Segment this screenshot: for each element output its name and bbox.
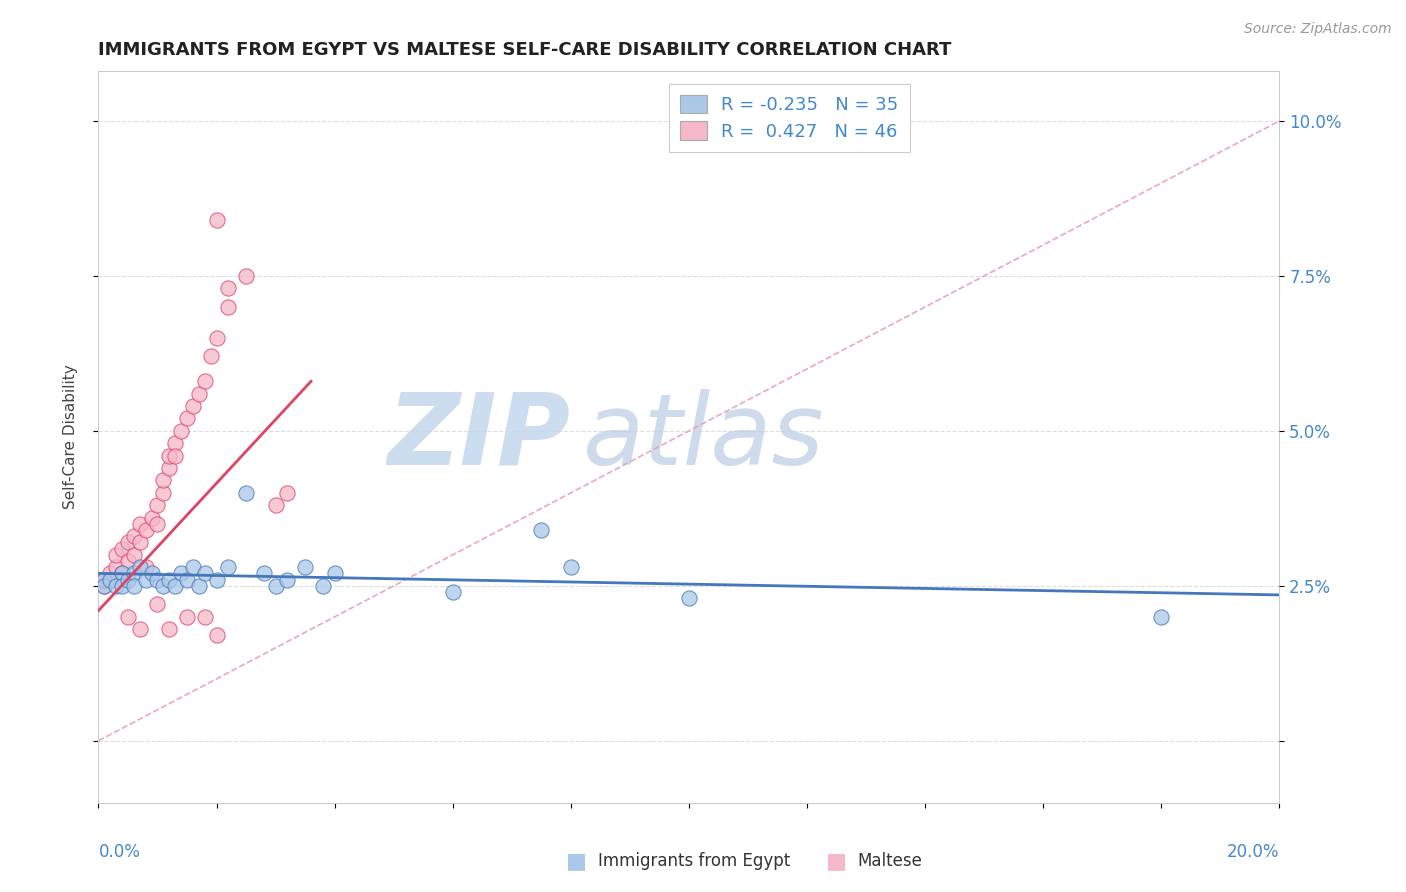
Point: [170, 424, 193, 438]
Point: [122, 566, 145, 581]
Text: ■: ■: [567, 851, 586, 871]
Text: ■: ■: [827, 851, 846, 871]
Point: [111, 566, 134, 581]
Point: [111, 541, 134, 556]
Point: [141, 510, 163, 524]
Point: [276, 486, 298, 500]
Point: [170, 566, 193, 581]
Point: [157, 449, 180, 463]
Point: [93, 573, 115, 587]
Text: 0.0%: 0.0%: [98, 843, 141, 861]
Point: [117, 535, 139, 549]
Point: [152, 486, 174, 500]
Point: [128, 516, 150, 531]
Point: [105, 560, 128, 574]
Point: [93, 579, 115, 593]
Point: [105, 548, 128, 562]
Point: [128, 535, 150, 549]
Point: [200, 350, 222, 364]
Text: Maltese: Maltese: [858, 852, 922, 870]
Legend: R = -0.235   N = 35, R =  0.427   N = 46: R = -0.235 N = 35, R = 0.427 N = 46: [669, 84, 910, 152]
Point: [176, 573, 198, 587]
Text: Source: ZipAtlas.com: Source: ZipAtlas.com: [1244, 22, 1392, 37]
Point: [122, 548, 145, 562]
Point: [98, 573, 121, 587]
Point: [146, 598, 169, 612]
Point: [560, 560, 582, 574]
Point: [205, 331, 228, 345]
Point: [205, 213, 228, 227]
Point: [176, 610, 198, 624]
Point: [122, 579, 145, 593]
Point: [122, 529, 145, 543]
Point: [98, 573, 121, 587]
Point: [1150, 610, 1173, 624]
Point: [157, 573, 180, 587]
Point: [205, 628, 228, 642]
Point: [135, 573, 157, 587]
Point: [312, 579, 335, 593]
Point: [235, 268, 257, 283]
Point: [157, 622, 180, 636]
Point: [217, 560, 239, 574]
Point: [146, 516, 169, 531]
Point: [530, 523, 553, 537]
Text: IMMIGRANTS FROM EGYPT VS MALTESE SELF-CARE DISABILITY CORRELATION CHART: IMMIGRANTS FROM EGYPT VS MALTESE SELF-CA…: [98, 41, 952, 59]
Point: [117, 610, 139, 624]
Point: [105, 579, 128, 593]
Point: [93, 573, 115, 587]
Point: [276, 573, 298, 587]
Point: [194, 374, 217, 388]
Point: [441, 585, 464, 599]
Point: [146, 498, 169, 512]
Point: [294, 560, 316, 574]
Point: [165, 449, 187, 463]
Point: [678, 591, 700, 606]
Point: [187, 386, 209, 401]
Point: [93, 579, 115, 593]
Point: [165, 436, 187, 450]
Text: ZIP: ZIP: [388, 389, 571, 485]
Point: [146, 573, 169, 587]
Point: [181, 399, 204, 413]
Text: Immigrants from Egypt: Immigrants from Egypt: [598, 852, 790, 870]
Point: [264, 579, 287, 593]
Point: [135, 523, 157, 537]
Point: [253, 566, 276, 581]
Point: [187, 579, 209, 593]
Point: [235, 486, 257, 500]
Point: [128, 622, 150, 636]
Point: [205, 573, 228, 587]
Point: [217, 281, 239, 295]
Point: [264, 498, 287, 512]
Point: [323, 566, 346, 581]
Point: [141, 566, 163, 581]
Point: [111, 566, 134, 581]
Y-axis label: Self-Care Disability: Self-Care Disability: [63, 365, 77, 509]
Point: [98, 566, 121, 581]
Point: [152, 474, 174, 488]
Point: [135, 560, 157, 574]
Text: 20.0%: 20.0%: [1227, 843, 1279, 861]
Point: [128, 560, 150, 574]
Point: [181, 560, 204, 574]
Point: [117, 573, 139, 587]
Point: [176, 411, 198, 425]
Point: [111, 579, 134, 593]
Point: [217, 300, 239, 314]
Point: [165, 579, 187, 593]
Point: [194, 610, 217, 624]
Point: [152, 579, 174, 593]
Point: [157, 461, 180, 475]
Point: [117, 554, 139, 568]
Point: [194, 566, 217, 581]
Text: atlas: atlas: [582, 389, 824, 485]
